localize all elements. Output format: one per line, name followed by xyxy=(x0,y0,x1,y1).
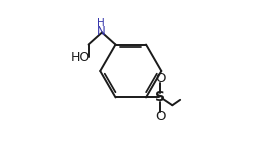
Text: H: H xyxy=(97,18,105,28)
Text: N: N xyxy=(97,25,105,38)
Text: O: O xyxy=(155,72,165,85)
Text: S: S xyxy=(155,90,165,104)
Text: O: O xyxy=(155,110,165,123)
Text: HO: HO xyxy=(71,51,90,64)
